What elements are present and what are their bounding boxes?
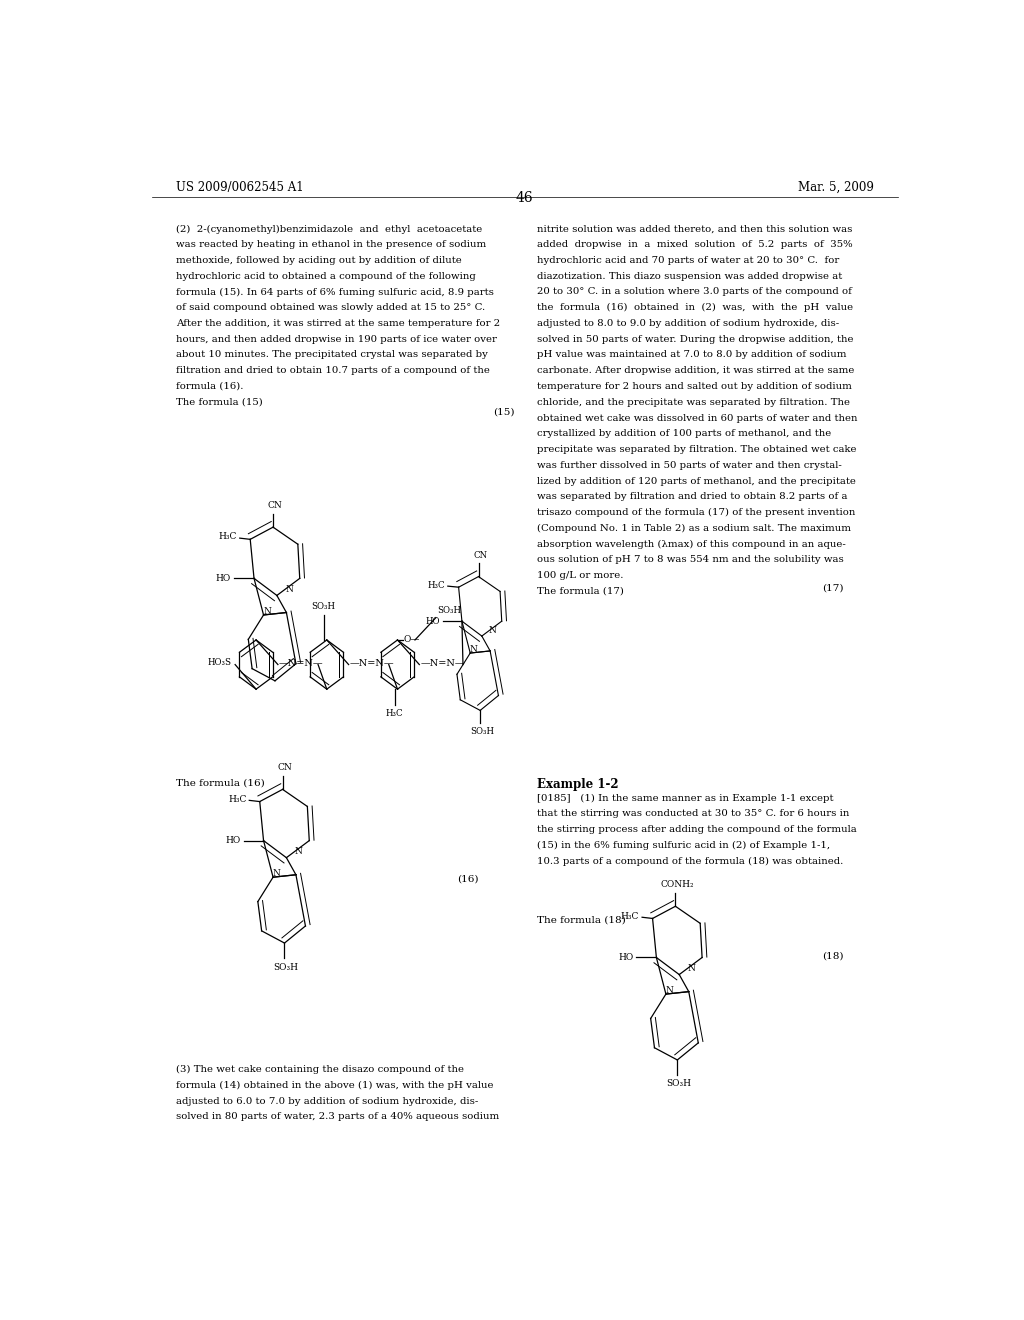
Text: nitrite solution was added thereto, and then this solution was: nitrite solution was added thereto, and … [537,224,852,234]
Text: (15) in the 6% fuming sulfuric acid in (2) of Example 1-1,: (15) in the 6% fuming sulfuric acid in (… [537,841,829,850]
Text: CONH₂: CONH₂ [660,880,694,890]
Text: 100 g/L or more.: 100 g/L or more. [537,572,624,579]
Text: N: N [488,626,497,635]
Text: (3) The wet cake containing the disazo compound of the: (3) The wet cake containing the disazo c… [176,1065,464,1074]
Text: diazotization. This diazo suspension was added dropwise at: diazotization. This diazo suspension was… [537,272,842,281]
Text: 20 to 30° C. in a solution where 3.0 parts of the compound of: 20 to 30° C. in a solution where 3.0 par… [537,288,852,297]
Text: crystallized by addition of 100 parts of methanol, and the: crystallized by addition of 100 parts of… [537,429,830,438]
Text: trisazo compound of the formula (17) of the present invention: trisazo compound of the formula (17) of … [537,508,855,517]
Text: The formula (17): The formula (17) [537,587,624,595]
Text: SO₃H: SO₃H [437,606,461,615]
Text: N: N [273,869,281,878]
Text: pH value was maintained at 7.0 to 8.0 by addition of sodium: pH value was maintained at 7.0 to 8.0 by… [537,351,846,359]
Text: hydrochloric acid and 70 parts of water at 20 to 30° C.  for: hydrochloric acid and 70 parts of water … [537,256,839,265]
Text: hours, and then added dropwise in 190 parts of ice water over: hours, and then added dropwise in 190 pa… [176,335,497,343]
Text: lized by addition of 120 parts of methanol, and the precipitate: lized by addition of 120 parts of methan… [537,477,856,486]
Text: N: N [470,645,477,655]
Text: —N=N—: —N=N— [349,659,394,668]
Text: solved in 50 parts of water. During the dropwise addition, the: solved in 50 parts of water. During the … [537,335,853,343]
Text: obtained wet cake was dissolved in 60 parts of water and then: obtained wet cake was dissolved in 60 pa… [537,413,857,422]
Text: H₃C: H₃C [228,795,247,804]
Text: 46: 46 [516,191,534,205]
Text: CN: CN [473,550,487,560]
Text: (Compound No. 1 in Table 2) as a sodium salt. The maximum: (Compound No. 1 in Table 2) as a sodium … [537,524,851,533]
Text: [0185]   (1) In the same manner as in Example 1-1 except: [0185] (1) In the same manner as in Exam… [537,793,834,803]
Text: adjusted to 8.0 to 9.0 by addition of sodium hydroxide, dis-: adjusted to 8.0 to 9.0 by addition of so… [537,319,839,327]
Text: —N=N—: —N=N— [279,659,324,668]
Text: temperature for 2 hours and salted out by addition of sodium: temperature for 2 hours and salted out b… [537,381,852,391]
Text: adjusted to 6.0 to 7.0 by addition of sodium hydroxide, dis-: adjusted to 6.0 to 7.0 by addition of so… [176,1097,478,1106]
Text: CN: CN [267,502,283,510]
Text: ous solution of pH 7 to 8 was 554 nm and the solubility was: ous solution of pH 7 to 8 was 554 nm and… [537,556,844,565]
Text: N: N [295,847,303,857]
Text: methoxide, followed by aciding out by addition of dilute: methoxide, followed by aciding out by ad… [176,256,462,265]
Text: that the stirring was conducted at 30 to 35° C. for 6 hours in: that the stirring was conducted at 30 to… [537,809,849,818]
Text: H₃C: H₃C [385,709,402,718]
Text: formula (15). In 64 parts of 6% fuming sulfuric acid, 8.9 parts: formula (15). In 64 parts of 6% fuming s… [176,288,494,297]
Text: N: N [263,607,271,616]
Text: was reacted by heating in ethanol in the presence of sodium: was reacted by heating in ethanol in the… [176,240,485,249]
Text: formula (14) obtained in the above (1) was, with the pH value: formula (14) obtained in the above (1) w… [176,1081,494,1090]
Text: the  formula  (16)  obtained  in  (2)  was,  with  the  pH  value: the formula (16) obtained in (2) was, wi… [537,304,853,313]
Text: (15): (15) [494,408,514,416]
Text: N: N [688,964,695,973]
Text: filtration and dried to obtain 10.7 parts of a compound of the: filtration and dried to obtain 10.7 part… [176,366,489,375]
Text: Mar. 5, 2009: Mar. 5, 2009 [798,181,873,194]
Text: added  dropwise  in  a  mixed  solution  of  5.2  parts  of  35%: added dropwise in a mixed solution of 5.… [537,240,852,249]
Text: (2)  2-(cyanomethyl)benzimidazole  and  ethyl  acetoacetate: (2) 2-(cyanomethyl)benzimidazole and eth… [176,224,482,234]
Text: HO: HO [225,836,241,845]
Text: 10.3 parts of a compound of the formula (18) was obtained.: 10.3 parts of a compound of the formula … [537,857,843,866]
Text: N: N [286,585,293,594]
Text: HO: HO [216,574,231,583]
Text: precipitate was separated by filtration. The obtained wet cake: precipitate was separated by filtration.… [537,445,856,454]
Text: solved in 80 parts of water, 2.3 parts of a 40% aqueous sodium: solved in 80 parts of water, 2.3 parts o… [176,1113,499,1121]
Text: Example 1-2: Example 1-2 [537,779,618,792]
Text: H₃C: H₃C [428,581,445,590]
Text: SO₃H: SO₃H [666,1080,691,1089]
Text: SO₃H: SO₃H [273,962,298,972]
Text: of said compound obtained was slowly added at 15 to 25° C.: of said compound obtained was slowly add… [176,304,485,313]
Text: was further dissolved in 50 parts of water and then crystal-: was further dissolved in 50 parts of wat… [537,461,842,470]
Text: HO: HO [426,616,440,626]
Text: CN: CN [278,763,292,772]
Text: chloride, and the precipitate was separated by filtration. The: chloride, and the precipitate was separa… [537,397,850,407]
Text: N: N [666,986,674,995]
Text: H₃C: H₃C [621,912,639,920]
Text: carbonate. After dropwise addition, it was stirred at the same: carbonate. After dropwise addition, it w… [537,366,854,375]
Text: US 2009/0062545 A1: US 2009/0062545 A1 [176,181,303,194]
Text: the stirring process after adding the compound of the formula: the stirring process after adding the co… [537,825,856,834]
Text: HO: HO [618,953,634,962]
Text: (16): (16) [458,875,479,884]
Text: SO₃H: SO₃H [311,602,335,611]
Text: formula (16).: formula (16). [176,381,243,391]
Text: (18): (18) [822,952,844,960]
Text: After the addition, it was stirred at the same temperature for 2: After the addition, it was stirred at th… [176,319,500,327]
Text: absorption wavelength (λmax) of this compound in an aque-: absorption wavelength (λmax) of this com… [537,540,846,549]
Text: H₃C: H₃C [218,532,237,541]
Text: The formula (18): The formula (18) [537,916,626,924]
Text: hydrochloric acid to obtained a compound of the following: hydrochloric acid to obtained a compound… [176,272,475,281]
Text: was separated by filtration and dried to obtain 8.2 parts of a: was separated by filtration and dried to… [537,492,847,502]
Text: HO₃S: HO₃S [208,657,231,667]
Text: (17): (17) [822,583,844,593]
Text: O—: O— [403,635,420,644]
Text: The formula (16): The formula (16) [176,779,264,788]
Text: —N=N—: —N=N— [420,659,465,668]
Text: about 10 minutes. The precipitated crystal was separated by: about 10 minutes. The precipitated cryst… [176,351,487,359]
Text: SO₃H: SO₃H [470,727,494,737]
Text: The formula (15): The formula (15) [176,397,262,407]
